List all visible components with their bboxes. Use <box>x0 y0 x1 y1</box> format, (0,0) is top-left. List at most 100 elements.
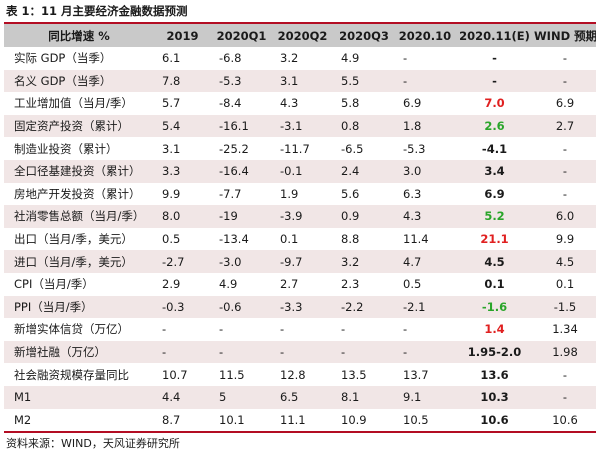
value-cell: 5.5 <box>341 73 360 88</box>
header-column: WIND 预期 <box>534 28 596 43</box>
table-row: 新增社融（万亿） - - - - - 1.95-2.0 1.98 <box>4 340 596 364</box>
row-label: 房地产开发投资（累计） <box>14 186 141 201</box>
value-cell: -19 <box>219 209 238 224</box>
table-row: 实际 GDP（当季） 6.1 -6.8 3.2 4.9 - - - <box>4 47 596 70</box>
header-metric: 同比增速 % <box>48 28 110 43</box>
value-cell: 6.1 <box>162 51 181 66</box>
forecast-cell: - <box>492 73 497 88</box>
wind-expectation-cell: -1.5 <box>553 299 577 314</box>
header-column: 2020Q3 <box>339 28 389 43</box>
value-cell: 0.5 <box>162 232 181 247</box>
value-cell: -16.4 <box>219 164 249 179</box>
value-cell: -5.3 <box>403 141 426 156</box>
value-cell: 4.9 <box>341 51 360 66</box>
value-cell: 11.1 <box>280 412 306 427</box>
value-cell: -6.5 <box>341 141 364 156</box>
value-cell: 0.8 <box>341 119 360 134</box>
table-row: 社会融资规模存量同比 10.7 11.5 12.8 13.5 13.7 13.6 - <box>4 363 596 386</box>
value-cell: -6.8 <box>219 51 242 66</box>
value-cell: - <box>162 322 167 337</box>
value-cell: 2.7 <box>280 277 299 292</box>
row-label: 实际 GDP（当季） <box>14 51 112 66</box>
value-cell: 13.7 <box>403 367 429 382</box>
value-cell: -3.3 <box>280 299 303 314</box>
forecast-cell: -1.6 <box>481 299 508 314</box>
value-cell: 3.1 <box>162 141 181 156</box>
row-label: 新增实体信贷（万亿） <box>14 322 129 337</box>
value-cell: 4.7 <box>403 254 422 269</box>
value-cell: 10.9 <box>341 412 367 427</box>
value-cell: -3.1 <box>280 119 303 134</box>
value-cell: - <box>162 345 167 360</box>
wind-expectation-cell: 1.34 <box>552 322 578 337</box>
source-note: 资料来源：WIND，天风证券研究所 <box>6 437 180 451</box>
forecast-cell: 4.5 <box>484 254 505 269</box>
wind-expectation-cell: - <box>562 73 568 88</box>
value-cell: 3.1 <box>280 73 299 88</box>
forecast-cell: 13.6 <box>480 367 509 382</box>
wind-expectation-cell: 0.1 <box>555 277 575 292</box>
value-cell: 9.1 <box>403 390 422 405</box>
forecast-cell: 1.4 <box>484 322 505 337</box>
value-cell: 6.5 <box>280 390 299 405</box>
value-cell: 3.3 <box>162 164 181 179</box>
value-cell: 11.5 <box>219 367 245 382</box>
forecast-cell: 5.2 <box>484 209 505 224</box>
row-label: 制造业投资（累计） <box>14 141 118 156</box>
value-cell: -0.3 <box>162 299 185 314</box>
bottom-rule <box>4 431 596 434</box>
header-column: 2020.11(E) <box>459 28 530 43</box>
wind-expectation-cell: 1.98 <box>552 345 578 360</box>
wind-expectation-cell: - <box>562 51 568 66</box>
value-cell: - <box>341 322 346 337</box>
value-cell: -13.4 <box>219 232 249 247</box>
table-row: M1 4.4 5 6.5 8.1 9.1 10.3 - <box>4 385 596 409</box>
value-cell: 7.8 <box>162 73 181 88</box>
value-cell: 2.4 <box>341 164 360 179</box>
value-cell: -2.1 <box>403 299 426 314</box>
value-cell: -8.4 <box>219 96 242 111</box>
row-label: 社消零售总额（当月/季） <box>14 209 145 224</box>
row-label: M1 <box>14 390 32 405</box>
value-cell: - <box>403 51 408 66</box>
forecast-cell: 7.0 <box>484 96 505 111</box>
value-cell: 1.8 <box>403 119 422 134</box>
wind-expectation-cell: 4.5 <box>555 254 575 269</box>
value-cell: -2.7 <box>162 254 185 269</box>
forecast-cell: 0.1 <box>484 277 505 292</box>
row-label: 固定资产投资（累计） <box>14 119 129 134</box>
value-cell: 4.3 <box>403 209 422 224</box>
wind-expectation-cell: 2.7 <box>555 119 575 134</box>
value-cell: -11.7 <box>280 141 310 156</box>
wind-expectation-cell: - <box>562 164 568 179</box>
wind-expectation-cell: - <box>562 390 568 405</box>
value-cell: -2.2 <box>341 299 364 314</box>
value-cell: 8.7 <box>162 412 181 427</box>
row-label: 新增社融（万亿） <box>14 345 106 360</box>
forecast-cell: 21.1 <box>480 232 509 247</box>
value-cell: -5.3 <box>219 73 242 88</box>
table-row: 出口（当月/季，美元） 0.5 -13.4 0.1 8.8 11.4 21.1 9.9 <box>4 227 596 251</box>
value-cell: 8.8 <box>341 232 360 247</box>
table-header-row: 同比增速 % 2019 2020Q1 2020Q2 2020Q3 2020.10 2020.… <box>4 24 596 47</box>
value-cell: 3.2 <box>280 51 299 66</box>
value-cell: - <box>280 322 285 337</box>
value-cell: -9.7 <box>280 254 303 269</box>
wind-expectation-cell: 9.9 <box>555 232 575 247</box>
value-cell: 1.9 <box>280 186 299 201</box>
value-cell: 6.9 <box>403 96 422 111</box>
value-cell: -0.1 <box>280 164 303 179</box>
value-cell: 10.7 <box>162 367 188 382</box>
forecast-cell: 2.6 <box>484 119 505 134</box>
forecast-cell: 10.6 <box>480 412 509 427</box>
header-column: 2020.10 <box>398 28 452 43</box>
value-cell: 6.3 <box>403 186 422 201</box>
value-cell: 0.9 <box>341 209 360 224</box>
value-cell: 12.8 <box>280 367 306 382</box>
row-label: 全口径基建投资（累计） <box>14 164 141 179</box>
table-row: PPI（当月/季） -0.3 -0.6 -3.3 -2.2 -2.1 -1.6 -1.5 <box>4 295 596 319</box>
value-cell: -3.0 <box>219 254 242 269</box>
forecast-cell: 3.4 <box>484 164 505 179</box>
value-cell: - <box>219 322 224 337</box>
value-cell: 8.0 <box>162 209 181 224</box>
